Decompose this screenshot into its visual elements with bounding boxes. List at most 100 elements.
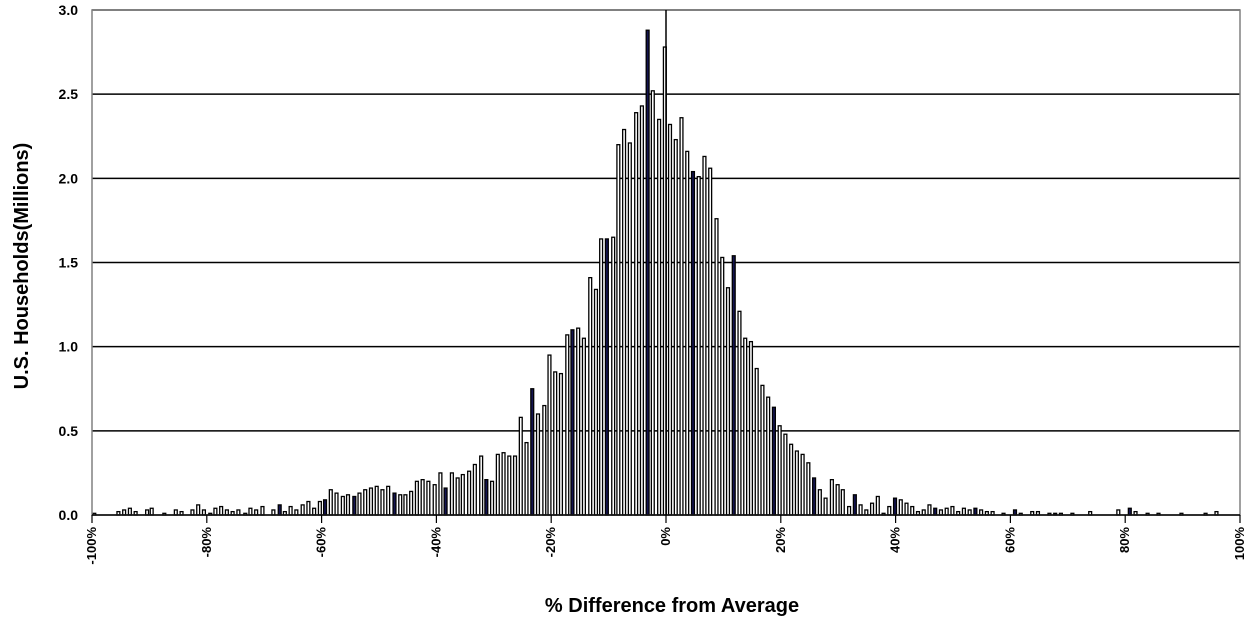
y-tick-label: 2.5	[59, 86, 79, 102]
bar	[812, 477, 817, 516]
bar	[604, 238, 609, 516]
bar	[443, 487, 448, 516]
bar	[426, 480, 431, 516]
bar	[271, 509, 276, 516]
bar	[611, 236, 616, 516]
bar	[501, 452, 506, 516]
x-tick-label: 0%	[658, 527, 673, 546]
bar	[224, 509, 229, 516]
bar	[823, 497, 828, 516]
bar	[887, 505, 892, 516]
bar	[558, 372, 564, 516]
y-tick-label: 3.0	[59, 2, 79, 18]
bar	[737, 310, 742, 516]
x-tick-label: 100%	[1232, 527, 1247, 561]
bar	[657, 118, 662, 516]
bar	[438, 472, 443, 516]
bar	[892, 497, 898, 516]
bar	[455, 477, 460, 516]
bar	[938, 509, 944, 516]
bar	[530, 388, 535, 516]
bar	[588, 276, 593, 516]
bar	[766, 396, 771, 516]
bar	[1116, 509, 1121, 516]
bar	[535, 413, 541, 516]
bar	[576, 327, 581, 516]
bar	[864, 509, 869, 516]
bar	[145, 509, 150, 516]
bar	[542, 404, 547, 516]
bar	[1012, 509, 1018, 516]
bar	[634, 112, 639, 516]
bar	[472, 463, 477, 516]
bar	[236, 509, 241, 516]
y-tick-label: 1.5	[59, 255, 79, 271]
bar	[789, 443, 794, 516]
bar	[173, 509, 178, 516]
x-tick-label: -100%	[84, 527, 99, 565]
bar	[553, 371, 558, 516]
x-tick-label: -60%	[314, 527, 329, 558]
bar	[414, 480, 419, 516]
bar	[565, 334, 570, 516]
bar	[961, 507, 966, 516]
bar	[973, 507, 978, 516]
bar	[288, 505, 293, 516]
bar	[547, 354, 552, 516]
bar	[950, 505, 955, 516]
bar	[645, 29, 650, 516]
bar	[495, 453, 500, 516]
bar	[122, 509, 127, 516]
bar	[254, 509, 259, 516]
bar	[363, 489, 368, 516]
bar	[599, 238, 604, 516]
bar	[910, 505, 915, 516]
bar	[852, 494, 857, 516]
bar	[593, 288, 599, 516]
bar	[794, 450, 799, 516]
bar	[875, 495, 880, 516]
bar	[685, 150, 690, 516]
y-tick-label: 0.0	[59, 507, 79, 523]
bar	[306, 500, 311, 516]
bar	[380, 489, 385, 516]
bar	[201, 509, 207, 516]
bar	[219, 505, 224, 516]
bar	[650, 90, 655, 516]
bar	[398, 494, 403, 516]
bar	[622, 128, 627, 516]
bar	[340, 495, 345, 516]
bar	[409, 490, 414, 516]
bar	[679, 117, 684, 516]
bar	[300, 504, 305, 516]
bar	[858, 504, 863, 516]
x-tick-label: -80%	[199, 527, 214, 558]
bar	[927, 504, 932, 516]
bar	[484, 478, 489, 516]
bar	[570, 329, 575, 516]
bar	[507, 455, 512, 516]
bar	[357, 492, 362, 516]
bar	[328, 489, 333, 516]
bar	[731, 255, 736, 516]
bar	[467, 470, 472, 516]
bars	[92, 29, 1219, 516]
bar	[847, 505, 852, 516]
x-tick-labels: -100% -80% -60% -40% -20% 0% 20% 40% 60% 80% 100%	[84, 527, 1247, 565]
bar	[748, 340, 754, 516]
bar	[581, 337, 586, 516]
bar	[944, 507, 949, 516]
bar	[213, 507, 218, 516]
bar	[524, 441, 529, 516]
bar	[708, 167, 713, 516]
bar	[921, 509, 926, 516]
bar	[277, 504, 282, 516]
x-tick-label: 80%	[1117, 527, 1132, 553]
bar	[479, 455, 484, 516]
bar	[754, 367, 759, 516]
bar	[368, 487, 374, 516]
bar	[777, 425, 782, 516]
bar	[518, 416, 523, 516]
bar	[248, 507, 253, 516]
bar	[432, 484, 437, 516]
